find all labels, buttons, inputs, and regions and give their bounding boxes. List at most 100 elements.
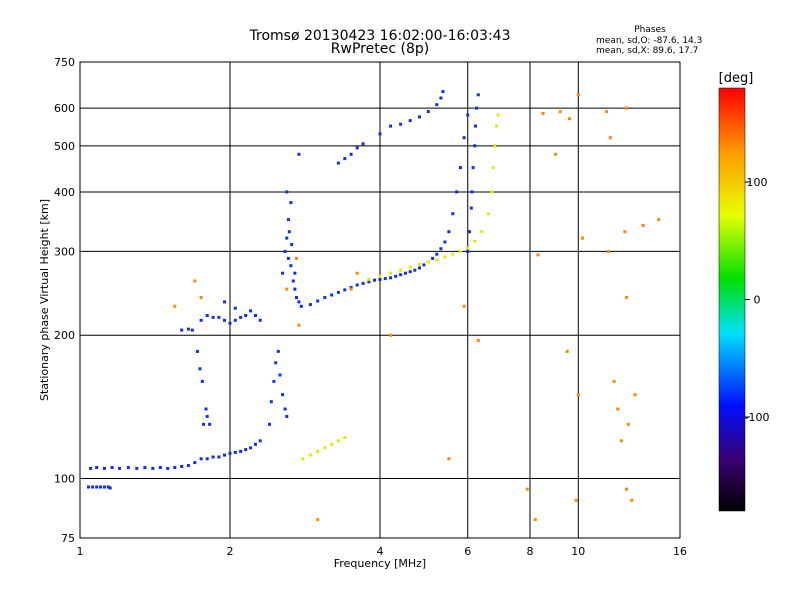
y-tick-label: 300 xyxy=(54,245,75,258)
data-point xyxy=(568,117,571,121)
data-point xyxy=(293,287,297,291)
data-point xyxy=(394,274,398,278)
data-point xyxy=(435,252,439,256)
data-point xyxy=(466,246,470,250)
data-point xyxy=(291,279,295,283)
data-point xyxy=(281,393,285,397)
data-point xyxy=(297,300,301,304)
plot-frame xyxy=(79,61,681,539)
data-point xyxy=(558,110,562,114)
data-point xyxy=(399,273,403,277)
data-point xyxy=(361,142,365,146)
data-point xyxy=(422,263,426,267)
data-point xyxy=(254,442,257,446)
data-point xyxy=(496,113,500,117)
data-point xyxy=(476,93,480,97)
data-point xyxy=(447,457,451,461)
data-point xyxy=(281,271,285,275)
data-point xyxy=(158,466,162,469)
data-point xyxy=(223,300,226,304)
data-point xyxy=(205,314,209,317)
data-point xyxy=(389,124,393,128)
data-point xyxy=(367,280,371,284)
data-point xyxy=(355,146,359,150)
data-point xyxy=(233,450,237,454)
data-point xyxy=(330,293,334,297)
data-point xyxy=(95,485,99,489)
data-point xyxy=(343,157,347,161)
data-point xyxy=(223,318,226,322)
data-point xyxy=(285,415,289,418)
data-point xyxy=(389,271,393,275)
colorbar xyxy=(718,87,746,512)
chart-title: Tromsø 20130423 16:02:00-16:03:43 xyxy=(249,28,511,44)
data-point xyxy=(581,236,585,240)
data-point xyxy=(378,274,382,278)
data-point xyxy=(541,111,545,115)
data-point xyxy=(195,349,199,353)
data-point xyxy=(399,268,403,272)
colorbar-tick-label: 100 xyxy=(747,176,768,189)
data-point xyxy=(355,283,359,287)
data-point xyxy=(283,249,287,253)
y-tick-label: 750 xyxy=(54,56,75,69)
data-point xyxy=(295,256,298,260)
phase-stat-x: mean, sd,X: 89.6, 17.7 xyxy=(596,46,698,56)
data-point xyxy=(295,296,298,299)
data-point xyxy=(285,190,289,194)
data-point xyxy=(408,265,412,269)
data-point xyxy=(343,435,347,439)
data-point xyxy=(349,287,353,291)
data-point xyxy=(233,306,237,310)
data-point xyxy=(625,487,629,491)
data-point xyxy=(367,277,371,281)
data-point xyxy=(198,367,202,371)
data-point xyxy=(244,448,248,452)
data-point xyxy=(657,218,661,222)
colorbar-tick-label: 0 xyxy=(754,294,761,307)
data-point xyxy=(87,485,90,489)
data-point xyxy=(451,252,455,256)
data-point xyxy=(143,466,147,469)
data-point xyxy=(180,465,184,468)
data-point xyxy=(106,485,110,489)
data-point xyxy=(426,260,430,264)
data-point xyxy=(480,230,484,234)
data-point xyxy=(239,449,243,453)
y-axis-label: Stationary phase Virtual Height [km] xyxy=(38,199,51,401)
data-point xyxy=(276,349,280,353)
data-point xyxy=(268,422,271,426)
data-point xyxy=(491,166,495,170)
data-point xyxy=(211,455,215,459)
data-point xyxy=(211,315,215,319)
data-point xyxy=(297,152,301,156)
data-point xyxy=(525,487,529,491)
data-point xyxy=(173,304,177,308)
data-point xyxy=(435,103,439,107)
data-point xyxy=(336,439,340,443)
data-point xyxy=(399,122,403,126)
data-point xyxy=(466,113,470,117)
data-point xyxy=(471,166,475,170)
data-point xyxy=(476,339,480,342)
data-point xyxy=(608,136,612,140)
data-point xyxy=(297,323,301,327)
data-point xyxy=(228,321,232,325)
data-point xyxy=(468,230,471,234)
x-tick-label: 10 xyxy=(571,545,585,558)
data-point xyxy=(623,230,627,234)
data-point xyxy=(287,230,291,234)
data-point xyxy=(408,119,412,123)
data-point xyxy=(95,466,99,469)
data-point xyxy=(269,400,273,404)
data-point xyxy=(91,485,95,489)
data-point xyxy=(205,457,209,461)
data-point xyxy=(349,152,353,156)
data-point xyxy=(283,407,287,411)
data-point xyxy=(443,255,447,259)
data-point xyxy=(336,161,340,165)
phase-stat-o: mean, sd,O: -87.6, 14.3 xyxy=(596,36,702,46)
data-point xyxy=(272,379,276,383)
data-point xyxy=(166,466,170,470)
